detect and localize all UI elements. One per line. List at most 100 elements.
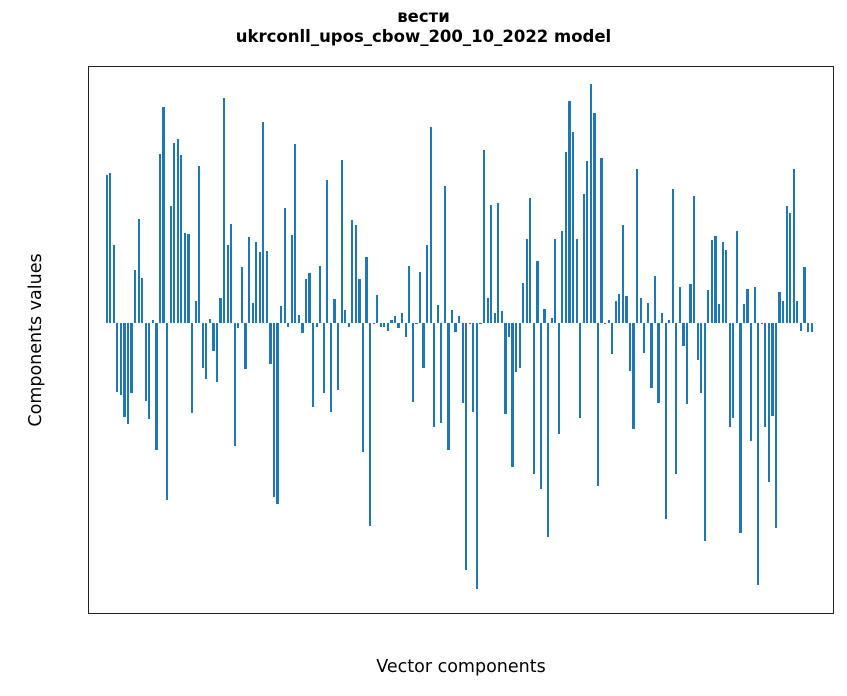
bar: [198, 165, 201, 324]
bar: [148, 323, 151, 420]
bar: [130, 323, 133, 394]
bar: [319, 265, 322, 324]
bar: [433, 323, 436, 427]
x-tick-mark: [195, 613, 196, 614]
bar: [173, 142, 176, 324]
bar: [237, 323, 240, 328]
bar: [721, 241, 724, 324]
bar: [700, 323, 703, 394]
bar: [361, 323, 365, 453]
bar: [397, 323, 400, 328]
bar: [440, 323, 443, 423]
bar: [116, 323, 119, 392]
bar: [539, 323, 543, 490]
x-tick-mark: [106, 613, 107, 614]
x-tick-mark: [818, 613, 819, 614]
bar: [799, 323, 803, 331]
bar: [490, 204, 493, 324]
bar: [205, 323, 208, 380]
bar: [472, 323, 475, 412]
bar: [586, 161, 589, 324]
bar: [571, 131, 575, 324]
bar: [187, 234, 190, 324]
bar: [322, 323, 325, 394]
bar: [525, 239, 528, 324]
bar: [739, 323, 742, 534]
bar: [493, 313, 496, 324]
bar: [230, 223, 233, 324]
x-tick-mark: [551, 613, 552, 614]
bar: [767, 323, 770, 482]
bar: [774, 323, 778, 529]
bar: [183, 232, 187, 324]
bar: [151, 320, 154, 324]
bar: [557, 323, 560, 434]
bar: [607, 319, 610, 324]
bar: [304, 279, 308, 324]
bar: [547, 323, 550, 538]
bar: [458, 316, 461, 324]
bar: [333, 299, 336, 324]
bar: [176, 139, 179, 324]
bar: [454, 323, 457, 333]
y-tick-mark: [88, 470, 89, 471]
bar: [632, 323, 635, 429]
bar: [265, 251, 268, 324]
bar: [134, 270, 137, 324]
bar: [778, 292, 781, 324]
bar: [725, 249, 728, 324]
bar: [226, 244, 229, 324]
bar: [596, 323, 600, 486]
bar: [212, 323, 215, 352]
bar: [785, 205, 788, 324]
bar: [735, 230, 738, 324]
bar: [162, 106, 165, 324]
bar: [255, 242, 258, 324]
bar: [247, 237, 251, 324]
bar: [450, 310, 454, 324]
bar: [308, 273, 311, 324]
bar: [422, 323, 425, 368]
y-tick-mark: [88, 249, 89, 250]
bar: [233, 323, 236, 446]
bar: [301, 323, 304, 333]
bar: [369, 323, 372, 527]
bar: [628, 323, 632, 372]
x-axis-label: Vector components: [376, 657, 546, 677]
bar: [657, 323, 660, 403]
bar: [668, 319, 671, 324]
bar: [372, 323, 375, 325]
bar: [536, 260, 539, 324]
bar: [746, 288, 749, 324]
bar: [600, 157, 603, 324]
bar: [390, 320, 393, 324]
bar: [215, 323, 219, 383]
bar: [653, 275, 657, 324]
bar: [611, 323, 614, 355]
bar: [297, 315, 300, 324]
bar: [543, 308, 546, 324]
bar: [418, 271, 422, 324]
bar: [810, 323, 813, 333]
bar: [312, 323, 315, 407]
bar: [550, 318, 553, 324]
bar: [287, 323, 290, 328]
bar: [137, 218, 140, 324]
bar: [636, 169, 639, 324]
chart-title-line-2: ukrconll_upos_cbow_200_10_2022 model: [235, 26, 612, 46]
bar: [614, 301, 617, 324]
bar: [408, 265, 411, 324]
bar: [358, 279, 361, 324]
y-tick-mark: [88, 323, 89, 324]
bar: [351, 220, 354, 324]
plot-axes: 3210−1−2−30255075100125150175200: [88, 66, 834, 614]
bar: [664, 323, 667, 519]
bar: [194, 301, 197, 324]
x-tick-mark: [373, 613, 374, 614]
bar: [529, 198, 532, 324]
bar: [105, 174, 108, 324]
y-tick-mark: [88, 102, 89, 103]
x-tick-mark: [462, 613, 463, 614]
bar: [401, 313, 404, 324]
